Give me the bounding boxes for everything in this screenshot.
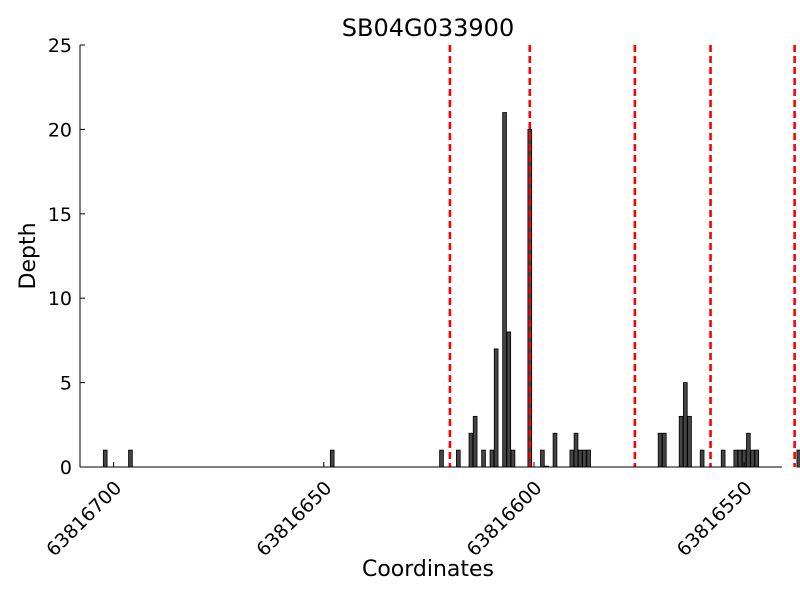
bar bbox=[746, 432, 751, 468]
bar bbox=[569, 449, 575, 468]
bar bbox=[754, 449, 760, 468]
bar bbox=[128, 449, 133, 468]
bar bbox=[329, 449, 335, 468]
bar bbox=[577, 449, 583, 468]
x-tick-label: 63816650 bbox=[252, 477, 336, 561]
bar bbox=[552, 432, 558, 468]
bar bbox=[582, 449, 587, 468]
bar bbox=[472, 415, 478, 468]
bar bbox=[796, 449, 800, 468]
chart-title: SB04G033900 bbox=[342, 14, 514, 42]
x-tick-label: 63816600 bbox=[463, 477, 547, 561]
bar bbox=[678, 415, 684, 468]
bar bbox=[657, 432, 663, 468]
marker-lines bbox=[448, 45, 796, 467]
y-tick-label: 5 bbox=[60, 373, 72, 395]
y-axis-label: Depth bbox=[16, 222, 41, 289]
y-tick-label: 20 bbox=[48, 119, 72, 141]
bar bbox=[699, 449, 705, 468]
y-tick-label: 10 bbox=[48, 288, 72, 310]
x-tick-label: 63816550 bbox=[673, 477, 757, 561]
bar bbox=[750, 449, 755, 468]
bar bbox=[586, 449, 591, 468]
x-tick-label: 63816700 bbox=[42, 477, 126, 561]
bar bbox=[720, 449, 726, 468]
bar bbox=[489, 449, 495, 468]
y-tick-label: 0 bbox=[60, 457, 72, 479]
bar bbox=[683, 382, 688, 468]
bar bbox=[540, 449, 545, 468]
bar bbox=[439, 449, 444, 468]
bar bbox=[502, 112, 507, 468]
bar bbox=[510, 449, 516, 468]
bar bbox=[102, 449, 108, 468]
bar bbox=[687, 415, 692, 468]
x-axis-label: Coordinates bbox=[362, 557, 494, 582]
bar bbox=[573, 432, 579, 468]
y-tick-label: 15 bbox=[48, 204, 72, 226]
bar bbox=[456, 449, 461, 468]
axes: 0 5 10 15 20 25 63816700 63816650 63816600 638165… bbox=[42, 35, 782, 561]
bar bbox=[662, 432, 667, 468]
bar bbox=[506, 331, 512, 468]
bar bbox=[481, 449, 486, 468]
bar bbox=[493, 348, 499, 468]
bar-series bbox=[102, 112, 800, 468]
bar bbox=[737, 449, 743, 468]
bar bbox=[468, 432, 474, 468]
y-tick-label: 25 bbox=[48, 35, 72, 57]
bar bbox=[733, 449, 739, 468]
